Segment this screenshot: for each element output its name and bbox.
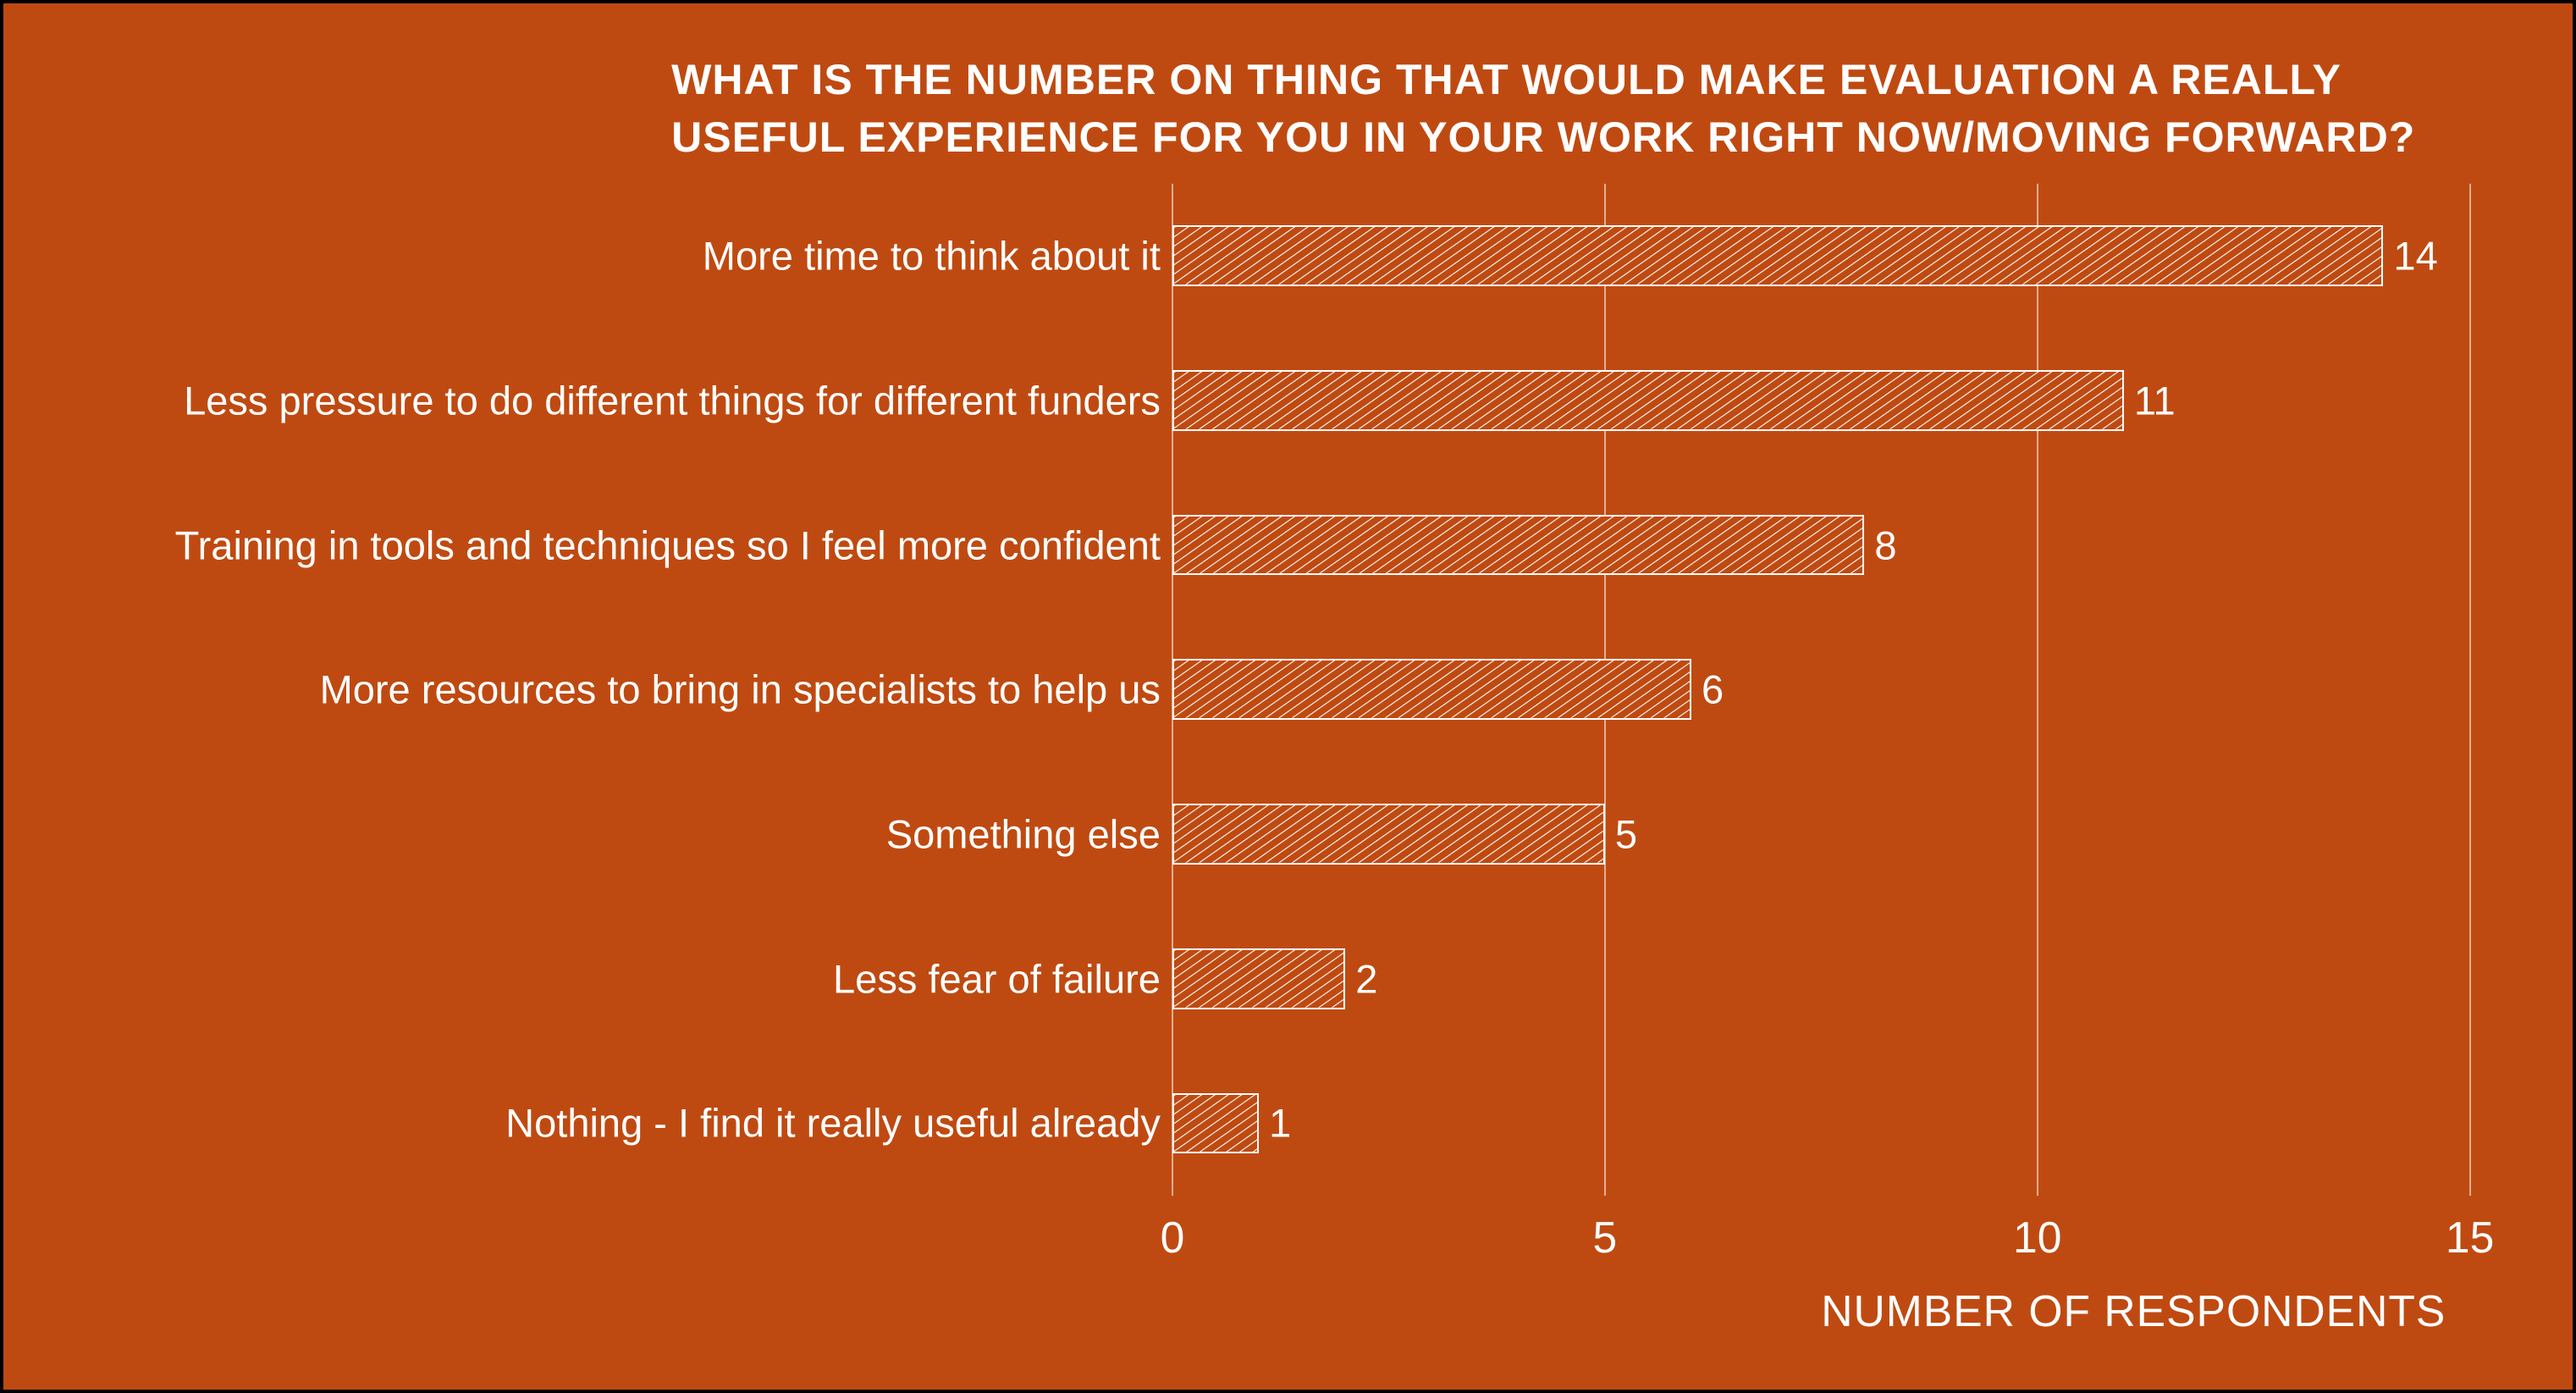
bar-hatch bbox=[1174, 805, 1603, 863]
bar bbox=[1172, 225, 2383, 286]
bar bbox=[1172, 370, 2124, 431]
value-label: 2 bbox=[1355, 955, 1377, 1002]
chart-frame: WHAT IS THE NUMBER ON THING THAT WOULD M… bbox=[0, 0, 2576, 1393]
x-tick: 10 bbox=[2013, 1212, 2061, 1263]
value-label: 11 bbox=[2134, 377, 2176, 423]
x-tick: 5 bbox=[1592, 1212, 1617, 1263]
value-label: 1 bbox=[1269, 1100, 1291, 1147]
value-label: 5 bbox=[1615, 811, 1637, 858]
bar-row: More resources to bring in specialists t… bbox=[1172, 659, 2470, 720]
bar-hatch bbox=[1174, 1095, 1257, 1153]
value-label: 14 bbox=[2393, 233, 2437, 279]
x-tick: 15 bbox=[2446, 1212, 2494, 1263]
bar bbox=[1172, 804, 1605, 865]
bar-row: More time to think about it14 bbox=[1172, 225, 2470, 286]
bar bbox=[1172, 948, 1345, 1009]
bar bbox=[1172, 659, 1691, 720]
bar-row: Something else5 bbox=[1172, 804, 2470, 865]
chart-title: WHAT IS THE NUMBER ON THING THAT WOULD M… bbox=[671, 52, 2496, 166]
bar bbox=[1172, 515, 1864, 576]
bar-hatch bbox=[1174, 950, 1343, 1008]
bar bbox=[1172, 1093, 1259, 1154]
category-label: Something else bbox=[886, 811, 1172, 858]
bar-hatch bbox=[1174, 227, 2381, 285]
bar-hatch bbox=[1174, 517, 1862, 574]
bar-row: Less fear of failure2 bbox=[1172, 948, 2470, 1009]
bar-row: Less pressure to do different things for… bbox=[1172, 370, 2470, 431]
bar-hatch bbox=[1174, 661, 1690, 718]
plot-area: More time to think about it14 Less pressu… bbox=[1172, 184, 2470, 1196]
bar-hatch bbox=[1174, 372, 2122, 429]
x-axis-label: NUMBER OF RESPONDENTS bbox=[1821, 1285, 2446, 1336]
category-label: Less fear of failure bbox=[833, 955, 1172, 1002]
category-label: More time to think about it bbox=[703, 233, 1172, 279]
category-label: Nothing - I find it really useful alread… bbox=[505, 1100, 1172, 1147]
bar-row: Nothing - I find it really useful alread… bbox=[1172, 1093, 2470, 1154]
x-tick: 0 bbox=[1161, 1212, 1185, 1263]
value-label: 8 bbox=[1874, 522, 1896, 568]
value-label: 6 bbox=[1702, 666, 1724, 713]
category-label: More resources to bring in specialists t… bbox=[320, 666, 1172, 713]
category-label: Training in tools and techniques so I fe… bbox=[175, 522, 1172, 568]
category-label: Less pressure to do different things for… bbox=[184, 377, 1172, 423]
bar-row: Training in tools and techniques so I fe… bbox=[1172, 515, 2470, 576]
